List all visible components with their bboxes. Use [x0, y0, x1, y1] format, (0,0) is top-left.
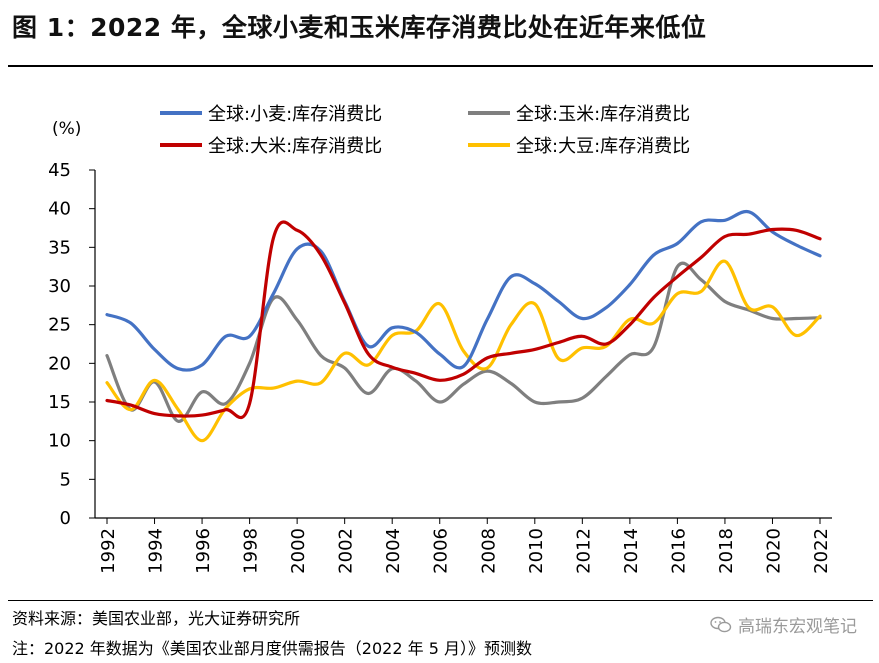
x-tick-label: 1998 — [241, 528, 262, 574]
x-tick-label: 2014 — [621, 528, 642, 574]
y-tick-label: 20 — [48, 353, 71, 374]
y-tick-label: 10 — [48, 431, 71, 452]
x-tick-label: 2004 — [383, 528, 404, 574]
x-tick-label: 2016 — [668, 528, 689, 574]
y-tick-label: 30 — [48, 276, 71, 297]
wechat-icon — [710, 616, 732, 632]
y-tick-label: 0 — [60, 508, 71, 529]
watermark-text: 高瑞东宏观笔记 — [738, 617, 857, 637]
x-tick-label: 1994 — [146, 528, 167, 574]
series-line-3 — [105, 220, 822, 420]
y-tick-label: 45 — [48, 160, 71, 181]
x-tick-label: 2006 — [431, 528, 452, 574]
y-tick-label: 40 — [48, 199, 71, 220]
chart-title: 图 1：2022 年，全球小麦和玉米库存消费比处在近年来低位 — [12, 13, 707, 42]
x-tick-label: 2008 — [478, 528, 499, 574]
source-note: 资料来源：美国农业部，光大证券研究所 — [12, 609, 301, 628]
x-tick-label: 2002 — [336, 528, 357, 574]
watermark: 高瑞东宏观笔记 — [710, 612, 857, 637]
series-line-2 — [105, 261, 822, 423]
footnote: 注：2022 年数据为《美国农业部月度供需报告（2022 年 5 月）》预测数 — [12, 639, 532, 658]
y-tick-label: 25 — [48, 315, 71, 336]
x-tick-label: 1992 — [98, 528, 119, 574]
legend-label-2: 全球:玉米:库存消费比 — [516, 104, 690, 125]
legend-label-1: 全球:小麦:库存消费比 — [208, 104, 382, 125]
x-tick-label: 2020 — [763, 528, 784, 574]
y-tick-label: 5 — [60, 469, 71, 490]
legend-label-4: 全球:大豆:库存消费比 — [516, 136, 690, 157]
x-tick-label: 1996 — [193, 528, 214, 574]
plot-area — [105, 209, 822, 443]
series-line-1 — [105, 209, 822, 372]
y-unit-label: (%) — [52, 119, 81, 139]
x-tick-label: 2018 — [716, 528, 737, 574]
y-tick-label: 15 — [48, 392, 71, 413]
x-tick-label: 2010 — [526, 528, 547, 574]
legend-label-3: 全球:大米:库存消费比 — [208, 136, 382, 157]
x-tick-label: 2000 — [288, 528, 309, 574]
x-tick-label: 2012 — [573, 528, 594, 574]
axes: (%) 0 5 10 15 20 25 30 35 40 45 1992 1994 1996 1998 200… — [48, 119, 832, 574]
y-tick-label: 35 — [48, 237, 71, 258]
footer-divider — [8, 600, 873, 601]
x-tick-label: 2022 — [811, 528, 832, 574]
title-divider — [8, 65, 873, 67]
